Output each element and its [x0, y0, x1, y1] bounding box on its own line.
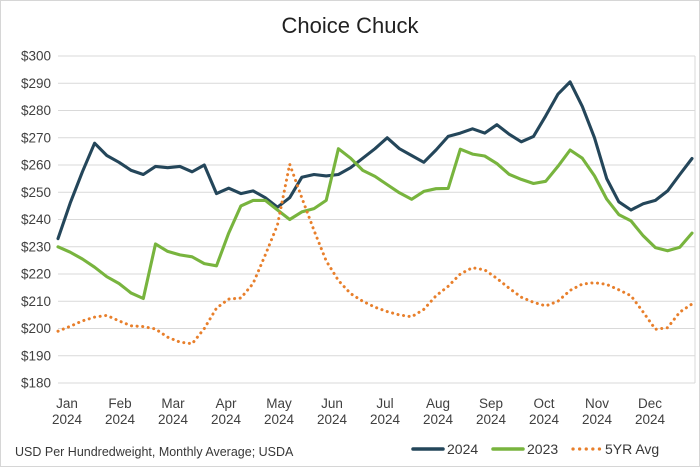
y-axis-tick-label: $200	[21, 321, 51, 336]
y-axis-tick-label: $280	[21, 103, 51, 118]
gridlines	[58, 55, 696, 384]
series-line-5yr-avg	[56, 162, 694, 346]
y-axis-tick-label: $220	[21, 267, 51, 282]
y-axis-tick-label: $270	[21, 130, 51, 145]
x-axis-tick-label-month: Mar	[161, 396, 185, 411]
x-axis-tick-label-month: Feb	[108, 396, 131, 411]
x-axis-tick-label-month: Sep	[479, 396, 503, 411]
legend-label: 5YR Avg	[605, 441, 659, 457]
chart-title: Choice Chuck	[282, 13, 420, 38]
x-axis-tick-label-year: 2024	[317, 412, 348, 427]
x-axis-tick-label-month: Jul	[376, 396, 393, 411]
x-axis-tick-label-year: 2024	[370, 412, 401, 427]
legend-item-5yr-avg: 5YR Avg	[571, 441, 659, 457]
x-axis-tick-label-month: Aug	[426, 396, 450, 411]
x-axis-tick-label-year: 2024	[529, 412, 560, 427]
series-lines	[56, 80, 694, 346]
series-line-2023	[56, 147, 694, 301]
y-axis-tick-label: $210	[21, 294, 51, 309]
y-axis-tick-label: $260	[21, 158, 51, 173]
y-axis-tick-label: $250	[21, 185, 51, 200]
series-line-2024	[56, 80, 694, 241]
y-axis-tick-label: $190	[21, 348, 51, 363]
axis-labels: $180 $190 $200 $210 $220 $230 $240 $250 $260 $270…	[21, 49, 666, 428]
y-axis-tick-label: $180	[21, 376, 51, 391]
x-axis-tick-label-year: 2024	[264, 412, 295, 427]
x-axis-tick-label-month: Apr	[215, 396, 237, 411]
x-axis-tick-label-year: 2024	[158, 412, 189, 427]
legend: 2024 2023 5YR Avg	[411, 441, 659, 457]
x-axis-tick-label-month: Oct	[533, 396, 554, 411]
x-axis-tick-label-month: May	[266, 396, 292, 411]
x-axis-tick-label-year: 2024	[582, 412, 613, 427]
y-axis-tick-label: $230	[21, 239, 51, 254]
y-axis-tick-label: $240	[21, 212, 51, 227]
source-note: USD Per Hundredweight, Monthly Average; …	[15, 445, 294, 459]
x-axis-tick-label-year: 2024	[211, 412, 242, 427]
x-axis-tick-label-month: Jun	[321, 396, 343, 411]
legend-label: 2024	[447, 441, 478, 457]
y-axis-tick-label: $290	[21, 76, 51, 91]
x-axis-tick-label-year: 2024	[423, 412, 454, 427]
legend-label: 2023	[527, 441, 558, 457]
x-axis-tick-label-month: Nov	[585, 396, 609, 411]
x-axis-tick-label-month: Dec	[638, 396, 662, 411]
x-axis-tick-label-year: 2024	[476, 412, 507, 427]
y-axis-tick-label: $300	[21, 49, 51, 64]
x-axis-tick-label-year: 2024	[635, 412, 666, 427]
legend-item-2024: 2024	[411, 441, 478, 457]
x-axis-tick-label-year: 2024	[52, 412, 83, 427]
x-axis-tick-label-year: 2024	[105, 412, 136, 427]
x-axis-tick-label-month: Jan	[56, 396, 78, 411]
legend-item-2023: 2023	[491, 441, 558, 457]
